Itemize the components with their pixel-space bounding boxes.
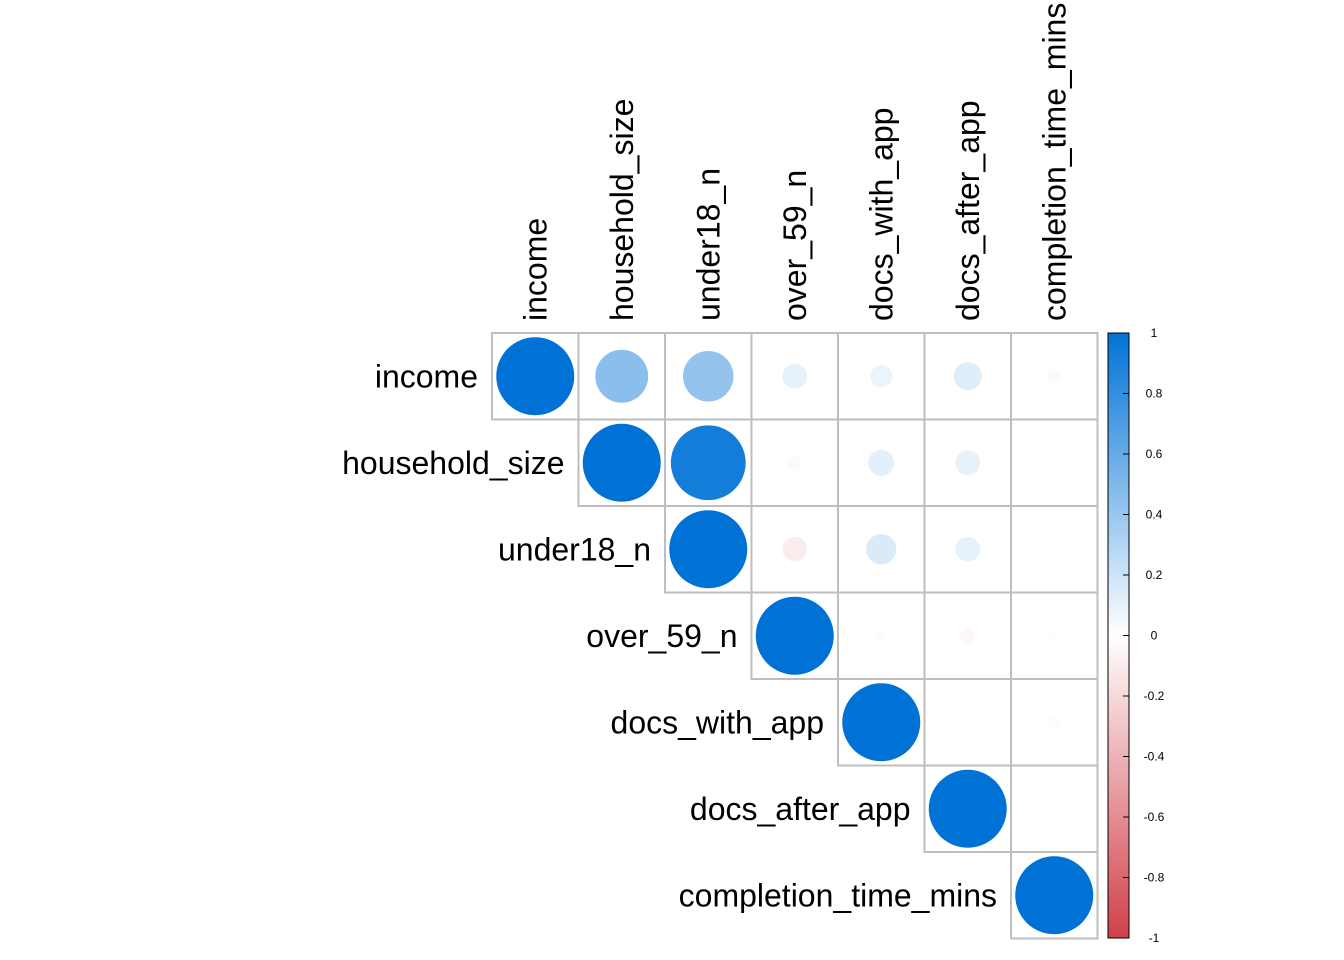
row-label: docs_after_app (690, 791, 911, 827)
colorbar-tick-label: 1 (1151, 326, 1158, 340)
grid-cell (1010, 591, 1099, 680)
corr-circle-completion_time_mins-completion_time_mins (1015, 856, 1094, 935)
row-label: completion_time_mins (679, 877, 997, 913)
row-label: under18_n (498, 531, 651, 567)
corr-circle-household_size-docs_with_app (868, 449, 895, 476)
grid-cell (923, 678, 1012, 767)
column-label: docs_after_app (950, 100, 986, 321)
row-label: over_59_n (586, 618, 737, 654)
row-label: docs_with_app (611, 704, 824, 740)
corr-circle-income-income (496, 337, 575, 416)
corr-circle-income-completion_time_mins (1047, 369, 1062, 384)
corr-circle-docs_after_app-docs_after_app (928, 769, 1007, 848)
colorbar-tick-label: 0.4 (1146, 508, 1163, 522)
correlation-circles (496, 337, 1094, 935)
colorbar-tick-label: 0 (1151, 629, 1158, 643)
colorbar-legend: 1 0.8 0.6 0.4 0.2 0 -0.2 -0.4 -0.6 -0.8 -1 (1107, 326, 1165, 945)
corr-circle-docs_with_app-docs_with_app (842, 683, 921, 762)
column-label: income (517, 218, 553, 321)
colorbar-tick-label: -0.4 (1144, 750, 1165, 764)
column-label: under18_n (690, 168, 726, 321)
corr-circle-income-docs_after_app (953, 362, 982, 391)
corr-circle-under18_n-docs_with_app (866, 534, 897, 565)
row-label: income (375, 358, 478, 394)
corr-circle-household_size-household_size (582, 423, 661, 502)
colorbar-ticks: 1 0.8 0.6 0.4 0.2 0 -0.2 -0.4 -0.6 -0.8 -1 (1123, 326, 1165, 945)
colorbar-tick-label: -1 (1149, 931, 1160, 945)
corr-circle-income-docs_with_app (870, 365, 893, 388)
corr-circle-over_59_n-docs_after_app (959, 627, 976, 644)
corr-circle-income-household_size (595, 349, 649, 403)
column-label: over_59_n (777, 170, 813, 321)
grid-cell (1010, 764, 1099, 853)
colorbar-tick-label: 0.8 (1146, 387, 1163, 401)
row-labels: income household_size under18_n over_59_ndo… (342, 358, 997, 913)
corr-circle-docs_with_app-completion_time_mins (1048, 716, 1060, 728)
corr-circle-over_59_n-docs_with_app (875, 630, 887, 642)
column-label: docs_with_app (863, 108, 899, 321)
corr-circle-income-under18_n (682, 350, 734, 402)
row-label: household_size (342, 445, 564, 481)
corr-circle-household_size-docs_after_app (955, 450, 981, 476)
column-labels: income household_size under18_n over_59_n do… (517, 3, 1072, 321)
column-label: completion_time_mins (1036, 3, 1072, 321)
corr-circle-household_size-under18_n (670, 425, 746, 501)
colorbar-tick-label: -0.8 (1144, 871, 1165, 885)
corr-circle-over_59_n-completion_time_mins (1050, 631, 1059, 640)
grid-cell (1010, 505, 1099, 594)
grid-cell (1010, 418, 1099, 507)
colorbar-tick-label: 0.2 (1146, 568, 1163, 582)
corr-circle-income-over_59_n (782, 363, 808, 389)
colorbar-tick-label: 0.6 (1146, 447, 1163, 461)
corr-circle-household_size-over_59_n (787, 455, 802, 470)
corr-circle-under18_n-under18_n (669, 510, 748, 589)
colorbar-tick-label: -0.6 (1144, 810, 1165, 824)
column-label: household_size (604, 99, 640, 321)
colorbar-tick-label: -0.2 (1144, 689, 1165, 703)
corr-circle-over_59_n-over_59_n (755, 596, 834, 675)
corr-circle-under18_n-over_59_n (782, 536, 808, 562)
corr-circle-under18_n-docs_after_app (955, 536, 981, 562)
